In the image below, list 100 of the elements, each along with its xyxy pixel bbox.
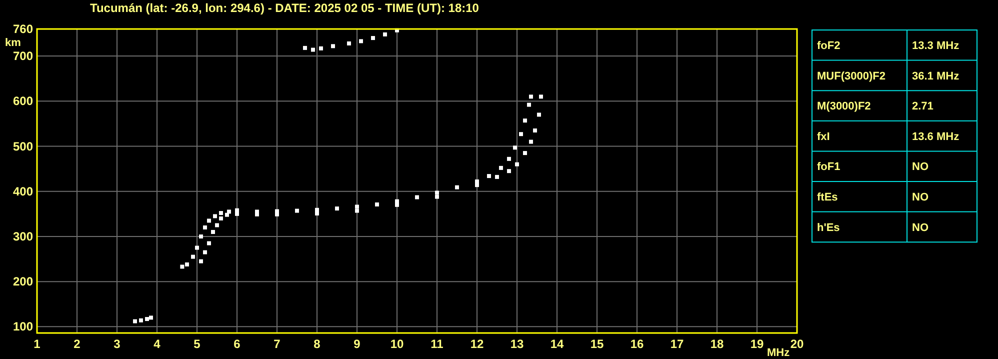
point [537, 112, 541, 117]
y-tick-label: 760 [12, 22, 34, 36]
point [139, 318, 143, 322]
point [335, 206, 339, 211]
point [303, 46, 307, 50]
point [203, 225, 207, 230]
point [539, 94, 543, 99]
x-tick-label: 18 [710, 337, 724, 351]
y-tick-label: 100 [12, 320, 34, 334]
x-axis-title: MHz [767, 347, 790, 359]
y-tick-label: 400 [12, 184, 34, 198]
text: MUF(3000)F2 [817, 70, 886, 82]
x-tick-label: 6 [234, 337, 241, 351]
point [487, 174, 491, 178]
point [180, 264, 184, 269]
text: 36.1 MHz [912, 70, 960, 82]
point [527, 102, 531, 107]
point [499, 166, 503, 170]
point [515, 162, 519, 166]
point [199, 259, 203, 264]
point [395, 202, 399, 207]
point [359, 39, 363, 44]
x-tick-label: 1 [34, 337, 41, 351]
point [355, 204, 359, 209]
x-tick-label: 7 [274, 337, 281, 351]
x-tick-label: 8 [314, 337, 321, 351]
x-tick-label: 11 [430, 337, 444, 351]
point [207, 218, 211, 223]
point [375, 202, 379, 206]
point [529, 94, 533, 99]
point [203, 250, 207, 254]
text: 2.71 [912, 100, 934, 113]
text: NO [912, 161, 929, 174]
point [311, 48, 315, 52]
point [523, 118, 527, 123]
x-tick-label: 5 [194, 337, 201, 351]
point [191, 254, 195, 259]
point [185, 262, 189, 266]
point [435, 194, 439, 199]
point [533, 128, 537, 132]
x-tick-label: 16 [630, 337, 644, 351]
point [507, 156, 511, 161]
text: foF1 [817, 161, 840, 174]
y-tick-label: 200 [12, 274, 34, 289]
point [315, 211, 319, 216]
point [149, 316, 153, 320]
y-tick-label: 600 [12, 94, 34, 108]
point [319, 46, 323, 50]
point [371, 36, 375, 40]
point [215, 223, 219, 228]
point [213, 214, 217, 218]
point [519, 132, 523, 136]
text: M(3000)F2 [817, 100, 871, 113]
point [495, 174, 499, 179]
point [355, 208, 359, 213]
text: 13.3 MHz [912, 40, 960, 52]
x-tick-label: 19 [750, 337, 764, 351]
x-tick-label: 14 [550, 337, 564, 351]
y-axis-title: km [5, 37, 22, 49]
x-tick-label: 2 [74, 337, 81, 351]
x-tick-label: 12 [470, 337, 484, 351]
point [347, 41, 351, 46]
point [435, 190, 439, 195]
point [513, 146, 517, 150]
x-tick-label: 9 [354, 337, 361, 351]
point [133, 319, 137, 324]
point [195, 246, 199, 250]
y-tick-label: 700 [12, 49, 34, 64]
text: NO [912, 222, 929, 234]
point [219, 216, 223, 220]
point [455, 185, 459, 190]
x-tick-label: 10 [390, 337, 404, 351]
x-tick-label: 3 [114, 337, 121, 351]
chart-title: Tucumán (lat: -26.9, lon: 294.6) - DATE: 2025 02 05 - TIME (UT): 18:10 [90, 1, 480, 15]
point [383, 32, 387, 36]
point [199, 234, 203, 238]
y-tick-label: 300 [12, 229, 34, 244]
x-tick-label: 15 [590, 337, 604, 351]
point [331, 44, 335, 48]
text: h'Es [817, 222, 840, 234]
text: ftEs [817, 192, 838, 204]
point [507, 169, 511, 174]
point [295, 208, 299, 213]
text: foF2 [817, 40, 840, 52]
point [207, 241, 211, 246]
point [145, 317, 149, 322]
x-tick-label: 20 [790, 337, 804, 351]
point [219, 211, 223, 216]
point [235, 212, 239, 216]
point [523, 151, 527, 156]
point [415, 195, 419, 200]
text: fxI [817, 130, 830, 143]
y-tick-label: 500 [12, 139, 34, 154]
point [475, 183, 479, 188]
point [211, 230, 215, 234]
x-tick-label: 17 [670, 337, 684, 351]
x-tick-label: 4 [154, 337, 161, 351]
point [227, 210, 231, 214]
x-tick-label: 13 [510, 337, 524, 351]
text: NO [912, 192, 929, 204]
